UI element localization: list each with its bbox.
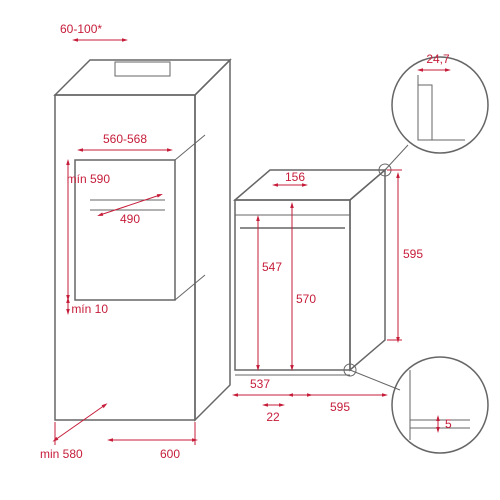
lbl-min580: min 580 bbox=[40, 447, 83, 461]
lbl-560-568: 560-568 bbox=[103, 132, 147, 146]
lbl-22: 22 bbox=[266, 410, 280, 424]
lbl-595r: 595 bbox=[403, 247, 423, 261]
lbl-595b: 595 bbox=[330, 400, 350, 414]
detail-bottom bbox=[344, 357, 488, 453]
lbl-top: 60-100* bbox=[60, 22, 102, 36]
lbl-min590: mín 590 bbox=[67, 172, 111, 186]
lbl-247: 24,7 bbox=[426, 52, 450, 66]
dimension-drawing: 60-100* 560-568 mín 590 490 mín 10 min 5… bbox=[0, 0, 500, 500]
cabinet bbox=[55, 60, 230, 420]
lbl-570: 570 bbox=[296, 292, 316, 306]
lbl-min10: mín 10 bbox=[71, 302, 108, 316]
detail-top bbox=[379, 57, 488, 176]
lbl-600: 600 bbox=[160, 447, 180, 461]
lbl-5: 5 bbox=[445, 417, 452, 431]
lbl-156: 156 bbox=[285, 170, 305, 184]
lbl-537: 537 bbox=[250, 377, 270, 391]
lbl-490: 490 bbox=[120, 212, 140, 226]
lbl-547: 547 bbox=[262, 260, 282, 274]
